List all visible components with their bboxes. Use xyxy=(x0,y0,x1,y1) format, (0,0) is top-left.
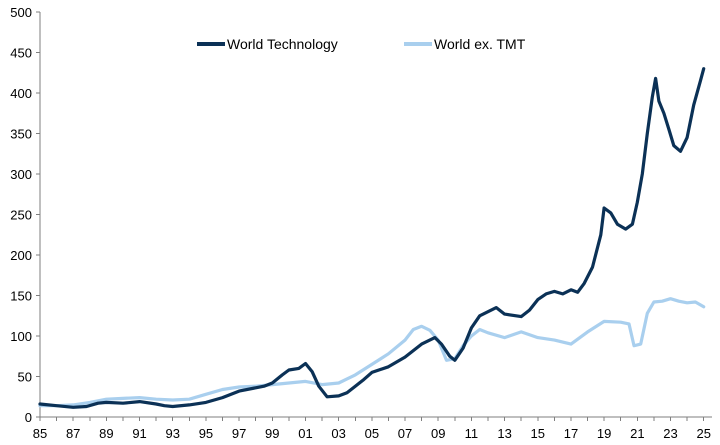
legend: World Technology World ex. TMT xyxy=(197,36,526,52)
x-tick-label: 97 xyxy=(232,426,246,441)
x-tick-label: 19 xyxy=(597,426,611,441)
series-world-ex-tmt-line xyxy=(38,297,706,408)
x-tick-label: 89 xyxy=(99,426,113,441)
x-tick-label: 21 xyxy=(630,426,644,441)
x-tick-label: 91 xyxy=(132,426,146,441)
x-tick-label: 03 xyxy=(331,426,345,441)
x-tick-label: 17 xyxy=(564,426,578,441)
y-tick-label: 0 xyxy=(25,410,32,425)
x-tick-label: 09 xyxy=(431,426,445,441)
legend-label: World Technology xyxy=(227,36,338,52)
x-tick-label: 23 xyxy=(663,426,677,441)
y-tick-label: 400 xyxy=(10,86,32,101)
x-tick-label: 07 xyxy=(398,426,412,441)
x-tick-label: 01 xyxy=(298,426,312,441)
x-tick-label: 99 xyxy=(265,426,279,441)
legend-label: World ex. TMT xyxy=(434,36,526,52)
y-tick-label: 150 xyxy=(10,289,32,304)
x-tick-label: 15 xyxy=(531,426,545,441)
x-tick-label: 11 xyxy=(465,426,479,441)
y-tick-label: 300 xyxy=(10,167,32,182)
y-tick-label: 500 xyxy=(10,5,32,20)
legend-world-ex-tmt: World ex. TMT xyxy=(404,36,526,52)
series-world-technology-line xyxy=(38,67,706,409)
series-layer xyxy=(38,67,706,409)
legend-world-technology: World Technology xyxy=(197,36,338,52)
x-tick-label: 13 xyxy=(497,426,511,441)
x-tick-label: 95 xyxy=(199,426,213,441)
y-tick-label: 450 xyxy=(10,46,32,61)
x-axis: 85 87 89 91 93 95 97 99 01 03 05 07 09 11 13 15 17 19 21 23… xyxy=(33,416,712,441)
y-tick-label: 200 xyxy=(10,248,32,263)
x-tick-label: 25 xyxy=(696,426,710,441)
y-tick-label: 100 xyxy=(10,329,32,344)
y-tick-label: 250 xyxy=(10,208,32,223)
x-tick-label: 85 xyxy=(33,426,47,441)
y-tick-label: 350 xyxy=(10,127,32,142)
y-axis: 0 50 100 150 200 250 300 350 400 450 500 xyxy=(10,5,41,425)
y-tick-label: 50 xyxy=(18,370,32,385)
x-tick-label: 05 xyxy=(365,426,379,441)
x-tick-label: 93 xyxy=(166,426,180,441)
x-tick-label: 87 xyxy=(66,426,80,441)
